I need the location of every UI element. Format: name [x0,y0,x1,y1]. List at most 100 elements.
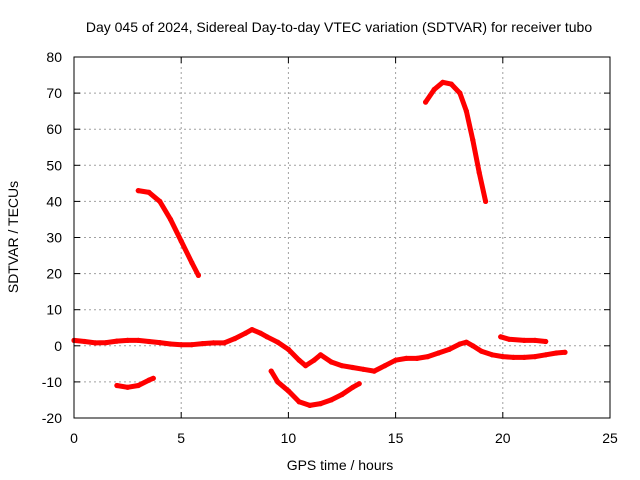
data-point [221,340,227,346]
data-point [303,363,309,369]
data-point [311,357,317,363]
data-point [275,379,281,385]
data-point [296,357,302,363]
data-point [457,90,463,96]
data-point [470,343,476,349]
y-tick-label: 60 [46,121,62,137]
data-point [210,340,216,346]
data-point [249,327,255,333]
data-point [189,260,195,266]
data-point [318,352,324,358]
series-main-band [71,327,568,374]
y-axis-label: SDTVAR / TECUs [5,181,21,293]
y-tick-label: 50 [46,157,62,173]
x-tick-label: 0 [70,430,78,446]
data-point [125,384,131,390]
data-point [178,238,184,244]
data-point [478,348,484,354]
data-point [275,339,281,345]
y-tick-label: -20 [42,410,62,426]
data-point [532,354,538,360]
data-point [425,354,431,360]
data-point [463,339,469,345]
series-arc-17h [423,79,489,204]
y-tick-label: -10 [42,374,62,390]
data-point [489,352,495,358]
data-point [431,86,437,93]
data-point [318,401,324,407]
data-point [146,377,152,383]
data-point [178,342,184,348]
data-point [510,354,517,360]
data-series [71,79,568,408]
data-point [285,346,291,352]
data-point [285,388,291,394]
data-point [242,330,249,336]
data-point [356,381,362,387]
x-tick-label: 10 [281,430,297,446]
data-point [114,338,120,344]
data-point [423,99,429,105]
data-point [500,354,506,360]
data-point [189,342,195,348]
data-point [393,357,399,363]
data-point [328,359,334,365]
data-point [371,368,377,374]
data-point [339,391,345,398]
data-point [114,382,120,389]
data-point [157,340,163,346]
x-tick-label: 5 [177,430,185,446]
data-point [195,272,201,278]
y-tick-label: 30 [46,230,62,246]
data-point [470,137,476,143]
data-point [103,340,109,346]
y-tick-label: 20 [46,266,62,282]
data-point [440,79,446,85]
y-tick-label: 70 [46,85,62,101]
data-point [307,402,313,408]
data-point [360,366,366,372]
data-point [448,81,454,87]
data-point [543,338,549,345]
data-point [498,334,504,340]
data-point [476,169,482,176]
data-point [521,337,527,343]
data-point [521,354,527,360]
data-point [350,364,356,371]
series-low-arc-10h [268,368,362,408]
x-tick-label: 25 [602,430,618,446]
data-point [146,189,152,195]
data-point [296,399,302,405]
data-point [553,350,560,356]
data-point [232,336,238,342]
x-tick-label: 20 [495,430,511,446]
x-tick-label: 15 [388,430,404,446]
data-point [382,363,388,369]
y-tick-label: 0 [54,338,62,354]
data-point [543,352,549,358]
data-point [562,349,568,355]
data-point [167,341,174,347]
data-point [268,368,274,374]
y-tick-label: 40 [46,193,62,209]
data-point [483,198,489,204]
x-axis-label: GPS time / hours [287,457,394,473]
data-point [92,340,98,346]
data-point [350,384,356,390]
data-point [414,355,420,361]
data-point [257,330,264,336]
chart-title: Day 045 of 2024, Sidereal Day-to-day VTE… [86,19,593,35]
y-tick-label: 80 [46,49,62,65]
data-point [157,198,163,204]
data-point [403,355,409,361]
data-point [135,337,141,343]
data-point [82,338,88,345]
axis-ticks: 0 5 10 15 20 25 -20 -10 0 10 20 30 40 50 60 70 80 [42,49,618,446]
data-point [135,382,141,389]
data-point [457,341,463,347]
y-tick-label: 10 [46,302,62,318]
data-point [125,337,131,343]
data-point [146,338,152,345]
data-point [506,336,512,342]
